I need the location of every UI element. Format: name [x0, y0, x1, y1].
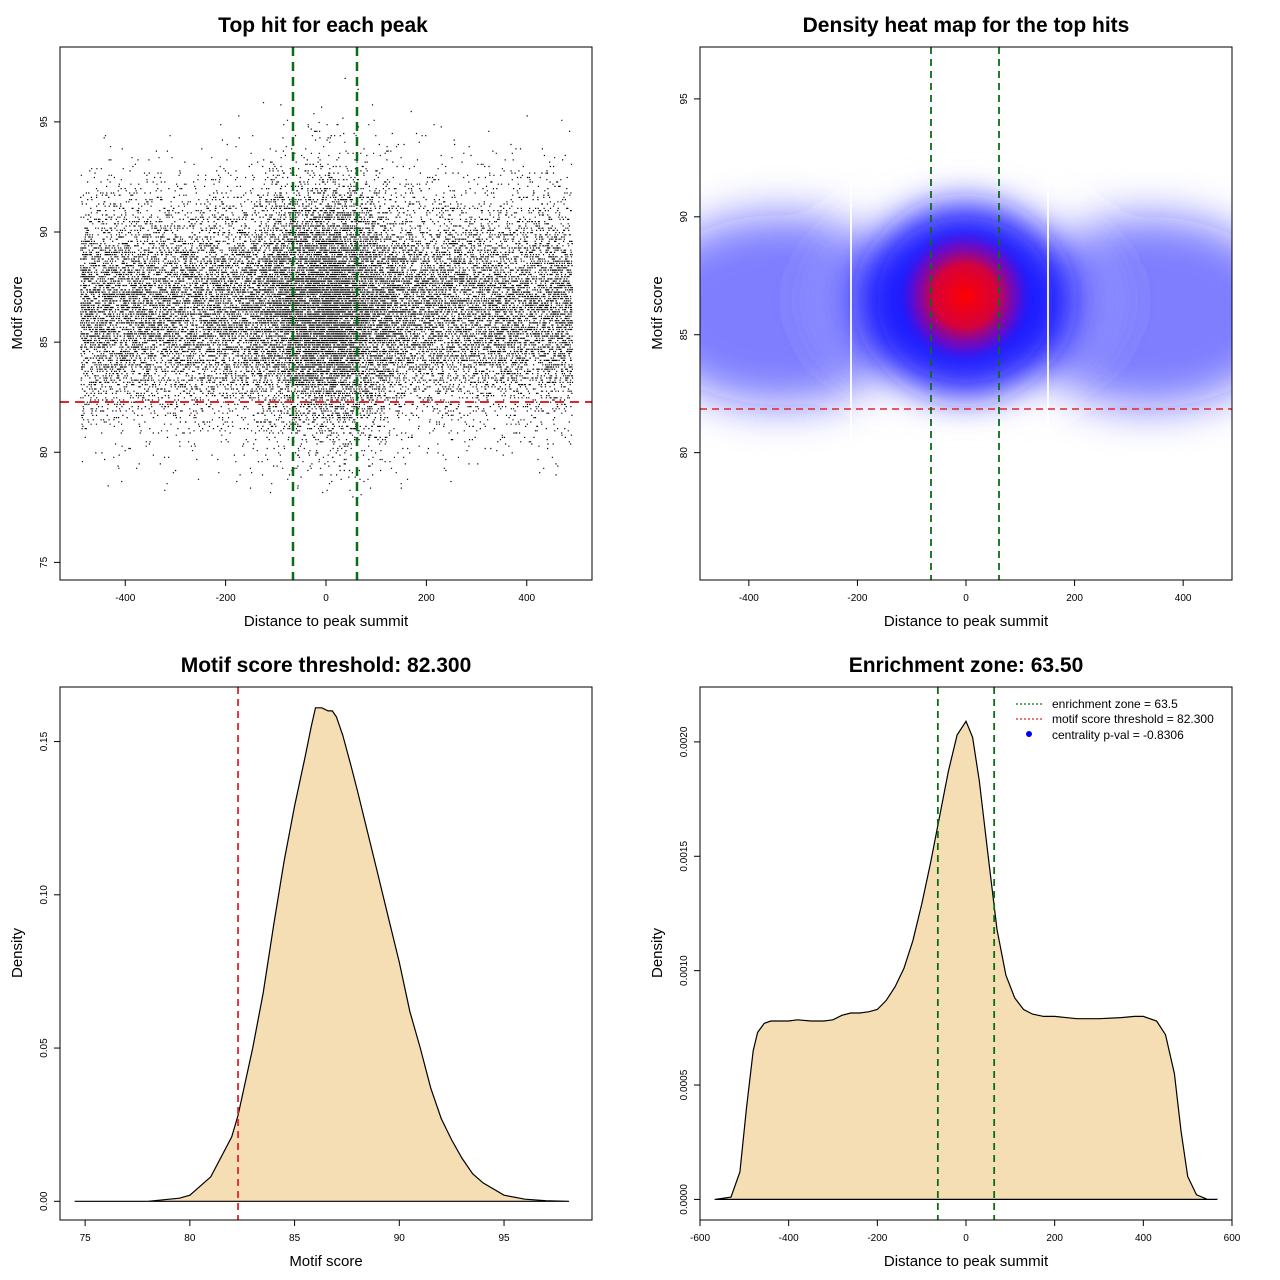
y-tick-label: 90 — [679, 211, 690, 223]
x-tick-label: -400 — [115, 593, 135, 604]
y-tick-label: 0.0010 — [679, 955, 690, 986]
y-tick-label: 95 — [39, 116, 50, 128]
x-tick-label: 85 — [289, 1233, 301, 1244]
score-density-panel: Motif score threshold: 82.300 75 80 85 90 95… — [9, 654, 593, 1270]
distance-y-label: Density — [649, 927, 666, 978]
y-tick-label: 95 — [679, 93, 690, 105]
x-tick-label: 200 — [1046, 1233, 1063, 1244]
score-density-title: Motif score threshold: 82.300 — [181, 654, 472, 677]
heatmap-density-field — [700, 47, 1232, 580]
scatter-title: Top hit for each peak — [218, 14, 428, 37]
heatmap-y-label: Motif score — [649, 276, 666, 349]
legend-pval-label: centrality p-val = -0.8306 — [1052, 728, 1184, 742]
x-tick-label: 0 — [323, 593, 329, 604]
score-y-label: Density — [9, 927, 26, 978]
heatmap-y-axis: 80 85 90 95 — [679, 93, 700, 458]
x-tick-label: 0 — [963, 593, 969, 604]
y-tick-label: 85 — [679, 329, 690, 341]
heatmap-x-label: Distance to peak summit — [884, 613, 1049, 630]
x-tick-label: 200 — [418, 593, 435, 604]
y-tick-label: 0.10 — [39, 885, 50, 905]
x-tick-label: 200 — [1066, 593, 1083, 604]
distance-density-title: Enrichment zone: 63.50 — [849, 654, 1084, 677]
y-tick-label: 80 — [679, 447, 690, 459]
score-x-label: Motif score — [289, 1253, 362, 1270]
x-tick-label: -200 — [867, 1233, 887, 1244]
distance-y-axis: 0.0000 0.0005 0.0010 0.0015 0.0020 — [679, 726, 700, 1215]
scatter-y-label: Motif score — [9, 276, 26, 349]
score-density-area — [74, 707, 570, 1202]
scatter-points — [80, 77, 574, 498]
legend-zone-label: enrichment zone = 63.5 — [1052, 697, 1178, 711]
legend-threshold-label: motif score threshold = 82.300 — [1052, 712, 1214, 726]
distance-density-area — [713, 720, 1217, 1201]
scatter-y-axis: 75 80 85 90 95 — [39, 116, 60, 568]
heatmap-panel: Density heat map for the top hits -400 -2… — [649, 14, 1233, 630]
score-x-axis: 75 80 85 90 95 — [80, 1220, 510, 1244]
y-tick-label: 0.0020 — [679, 726, 690, 757]
heatmap-x-axis: -400 -200 0 200 400 — [739, 580, 1192, 604]
x-tick-label: 0 — [963, 1233, 969, 1244]
y-tick-label: 90 — [39, 226, 50, 238]
scatter-points-path — [80, 77, 574, 498]
x-tick-label: 75 — [80, 1233, 92, 1244]
x-tick-label: 80 — [184, 1233, 196, 1244]
x-tick-label: -400 — [739, 593, 759, 604]
x-tick-label: 400 — [1135, 1233, 1152, 1244]
scatter-panel: Top hit for each peak -400 -200 0 200 400 75… — [9, 14, 593, 630]
heatmap-title: Density heat map for the top hits — [803, 14, 1130, 37]
y-tick-label: 75 — [39, 556, 50, 568]
distance-legend: enrichment zone = 63.5 motif score thres… — [1016, 697, 1214, 742]
y-tick-label: 0.0000 — [679, 1184, 690, 1215]
x-tick-label: -600 — [690, 1233, 710, 1244]
x-tick-label: 600 — [1224, 1233, 1241, 1244]
score-y-axis: 0.00 0.05 0.10 0.15 — [39, 731, 60, 1211]
y-tick-label: 85 — [39, 336, 50, 348]
x-tick-label: -200 — [216, 593, 236, 604]
x-tick-label: 400 — [518, 593, 535, 604]
x-tick-label: 95 — [498, 1233, 510, 1244]
distance-x-axis: -600 -400 -200 0 200 400 600 — [690, 1220, 1241, 1244]
y-tick-label: 0.15 — [39, 731, 50, 751]
y-tick-label: 0.00 — [39, 1191, 50, 1211]
x-tick-label: -400 — [779, 1233, 799, 1244]
y-tick-label: 0.0015 — [679, 841, 690, 872]
score-plot-frame — [59, 686, 593, 1221]
scatter-x-axis: -400 -200 0 200 400 — [115, 580, 536, 604]
heatmap-hotspot — [895, 226, 1035, 366]
legend-pval-dot — [1026, 731, 1032, 737]
x-tick-label: 400 — [1175, 593, 1192, 604]
x-tick-label: -200 — [847, 593, 867, 604]
x-tick-label: 90 — [394, 1233, 406, 1244]
distance-density-panel: Enrichment zone: 63.50 enrichment zone =… — [649, 654, 1241, 1270]
distance-x-label: Distance to peak summit — [884, 1253, 1049, 1270]
y-tick-label: 0.05 — [39, 1038, 50, 1058]
scatter-x-label: Distance to peak summit — [244, 613, 409, 630]
y-tick-label: 80 — [39, 446, 50, 458]
y-tick-label: 0.0005 — [679, 1069, 690, 1100]
